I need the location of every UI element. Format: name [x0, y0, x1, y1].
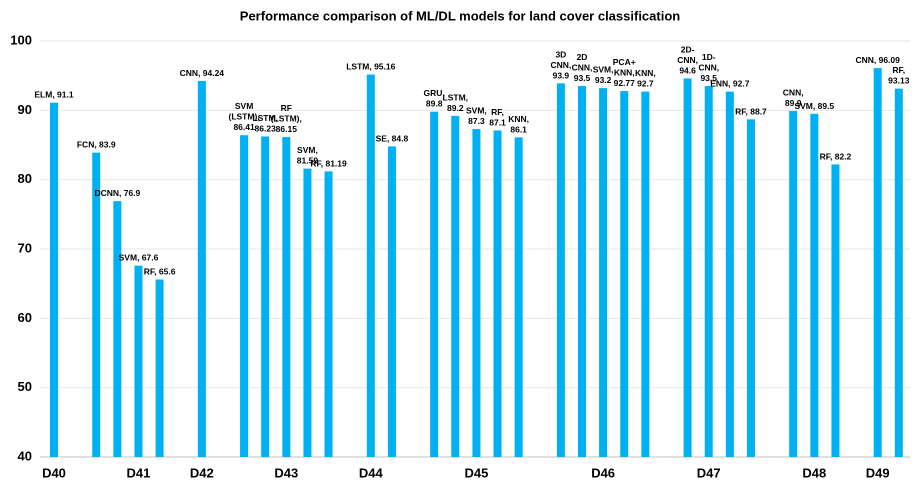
bar — [303, 168, 312, 457]
bar — [620, 91, 629, 458]
data-label: RF, 81.19 — [310, 158, 347, 168]
data-label: FCN, 83.9 — [77, 140, 116, 150]
data-label: DCNN, 76.9 — [94, 188, 140, 198]
x-tick-label: D43 — [274, 465, 298, 480]
data-label: RF, 93.13 — [888, 65, 910, 86]
bar — [451, 115, 460, 457]
data-label: SVM, 93.2 — [593, 65, 614, 86]
data-label: LSTM, 89.2 — [443, 92, 469, 113]
bar — [430, 111, 439, 457]
chart-title: Performance comparison of ML/DL models f… — [240, 8, 680, 23]
data-label: 3D CNN, 93.9 — [550, 49, 571, 80]
x-tick-label: D44 — [359, 465, 384, 480]
bar — [261, 136, 270, 458]
x-tick-label: D40 — [42, 465, 66, 480]
bar — [873, 68, 882, 457]
data-label: RF (LSTM), 86.15 — [271, 103, 302, 134]
bar — [578, 86, 586, 458]
bar — [725, 91, 734, 457]
bar — [789, 111, 798, 457]
data-label: CNN, 89.9 — [783, 88, 804, 109]
bar — [641, 91, 650, 457]
bar — [366, 74, 375, 457]
x-tick-label: D49 — [866, 465, 890, 480]
data-label: RF, 87.1 — [489, 107, 506, 128]
data-label: KNN, 92.7 — [635, 68, 656, 89]
x-tick-label: D46 — [591, 465, 615, 480]
data-label: SVM, 89.5 — [794, 101, 834, 111]
bar — [599, 88, 608, 457]
x-tick-label: D42 — [190, 465, 214, 480]
bar — [324, 171, 333, 457]
bar — [704, 86, 713, 458]
bar — [556, 83, 565, 457]
bar — [240, 135, 249, 457]
data-label: SVM (LSTM), 86.41 — [228, 101, 259, 132]
data-label: GRU, 89.8 — [424, 88, 445, 109]
data-label: LSTM, 86.23 — [252, 113, 278, 134]
bar — [746, 119, 755, 457]
data-label: KNN, 86.1 — [508, 114, 529, 135]
data-label: ELM, 91.1 — [34, 90, 73, 100]
bar — [514, 137, 523, 457]
x-tick-label: D47 — [697, 465, 721, 480]
data-label: SVM, 67.6 — [119, 253, 159, 263]
data-label: RF, 65.6 — [144, 267, 176, 277]
bar — [472, 129, 481, 457]
data-label: 2D-CNN, 94.6 — [677, 44, 698, 75]
x-tick-label: D48 — [802, 465, 826, 480]
bar — [113, 201, 122, 457]
bar — [810, 113, 819, 458]
y-tick-label: 100 — [10, 32, 32, 47]
bar — [197, 80, 206, 457]
bar — [92, 152, 101, 458]
y-tick-label: 40 — [18, 448, 32, 463]
y-tick-label: 50 — [18, 379, 32, 394]
y-tick-label: 80 — [18, 171, 32, 186]
data-label: CNN, 94.24 — [180, 68, 225, 78]
data-label: SVM, 81.59 — [297, 145, 319, 166]
bar — [134, 265, 143, 457]
bar — [894, 88, 903, 457]
data-label: RF, 82.2 — [820, 151, 852, 161]
y-tick-label: 60 — [18, 310, 32, 325]
data-label: SE, 84.8 — [376, 133, 409, 143]
data-label: 2D CNN, 93.5 — [572, 52, 593, 83]
x-tick-label: D41 — [127, 465, 151, 480]
bar — [683, 78, 692, 457]
y-tick-label: 70 — [18, 240, 32, 255]
bar — [50, 102, 58, 457]
bar — [831, 164, 840, 457]
data-label: ENN, 92.7 — [710, 79, 749, 89]
data-label: SVM, 87.3 — [466, 106, 487, 127]
data-label: RF, 88.7 — [735, 106, 767, 116]
data-label: CNN, 96.09 — [855, 55, 900, 65]
bar — [282, 137, 291, 457]
bar — [493, 130, 502, 457]
data-label: LSTM, 95.16 — [346, 62, 395, 72]
bar — [387, 146, 396, 458]
y-tick-label: 90 — [18, 102, 32, 117]
x-tick-label: D45 — [464, 465, 488, 480]
bar — [155, 279, 164, 457]
data-label: PCA+ KNN, 92.77 — [613, 57, 636, 88]
data-label: 1D-CNN, 93.5 — [698, 52, 719, 83]
